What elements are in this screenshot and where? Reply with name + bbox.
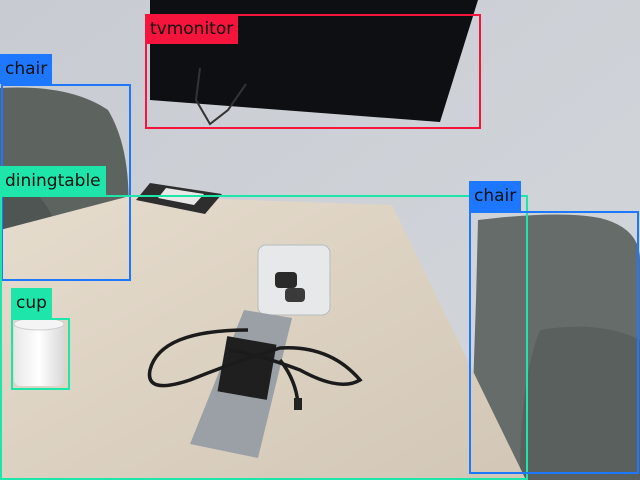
cup-bbox <box>11 318 70 390</box>
chair-label-left: chair <box>0 54 53 84</box>
tvmonitor-label: tvmonitor <box>145 14 239 44</box>
cable-loop <box>147 328 363 388</box>
tv-cable <box>194 67 247 126</box>
chair-label-right: chair <box>469 181 522 211</box>
diningtable-bbox <box>0 195 528 480</box>
cup <box>14 322 64 386</box>
chair-bbox-right <box>469 211 639 474</box>
diningtable-label: diningtable <box>0 166 106 196</box>
cup-label: cup <box>11 288 52 318</box>
tvmonitor-bbox <box>145 14 481 129</box>
